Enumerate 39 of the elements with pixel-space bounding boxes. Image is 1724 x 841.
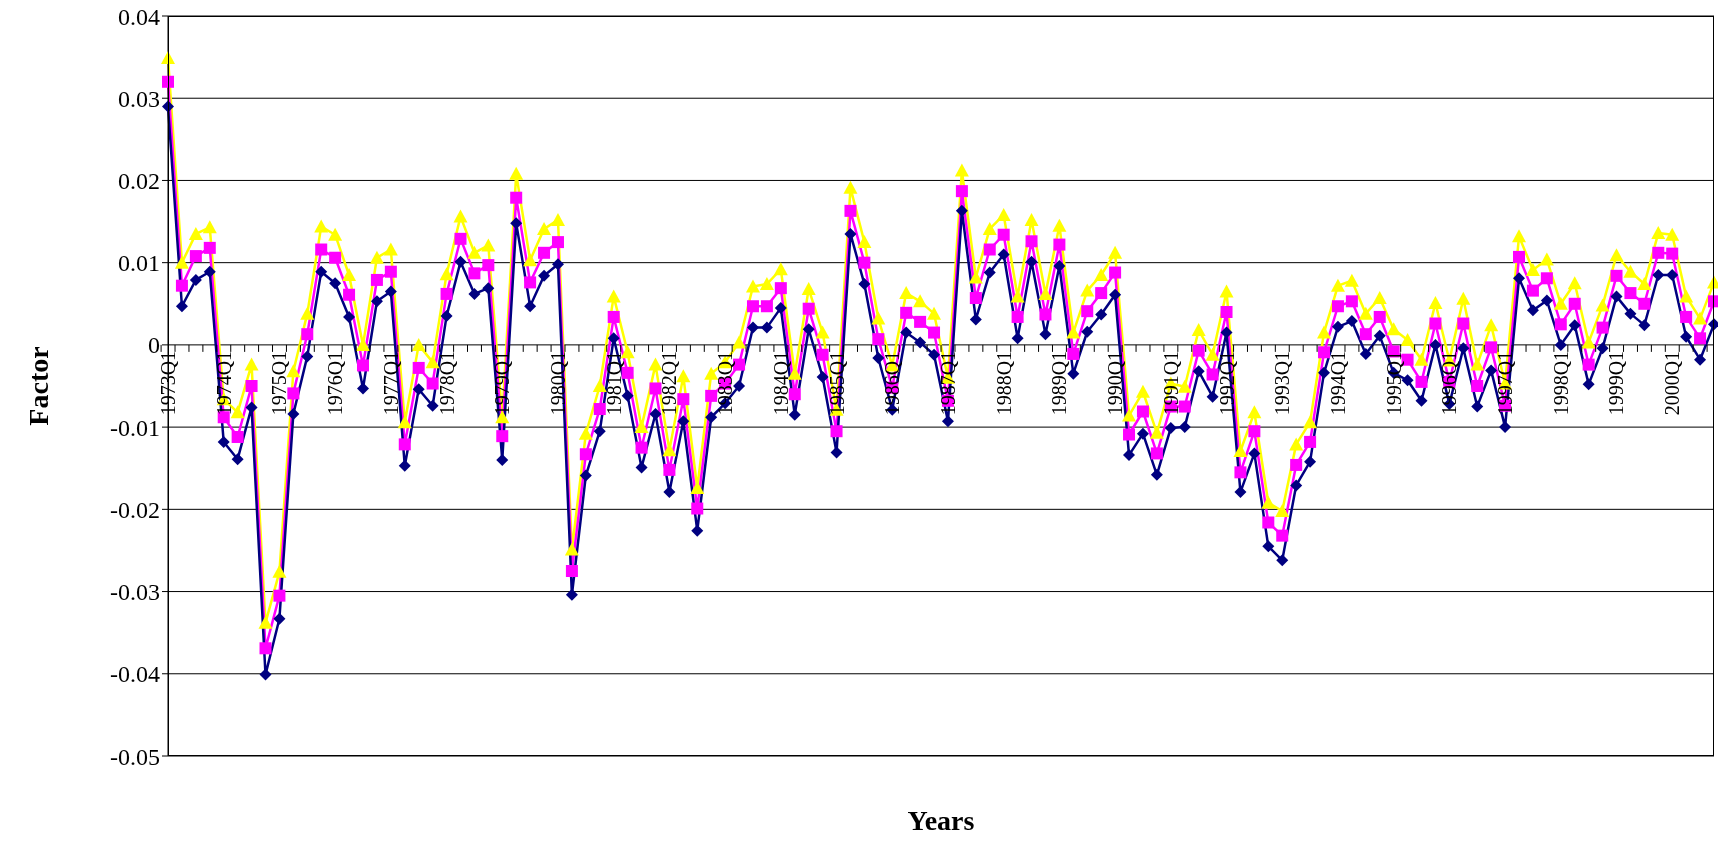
x-tick-label: 1983Q1 [714,350,737,416]
y-tick-label: 0.02 [118,167,160,194]
x-tick-label: 2000Q1 [1661,350,1684,416]
y-tick-label: 0.01 [118,250,160,277]
y-tick-label: -0.05 [110,743,160,770]
x-tick-label: 1995Q1 [1382,350,1405,416]
x-tick-label: 1977Q1 [379,350,402,416]
y-tick-label: -0.04 [110,661,160,688]
y-tick-label: 0 [148,332,160,359]
x-tick-label: 1986Q1 [881,350,904,416]
x-tick-label: 1989Q1 [1048,350,1071,416]
x-tick-label: 1988Q1 [992,350,1015,416]
x-tick-label: 1976Q1 [324,350,347,416]
y-tick-label: -0.02 [110,496,160,523]
y-axis-title: Factor [22,346,54,426]
x-tick-label: 1997Q1 [1494,350,1517,416]
x-tick-label: 1987Q1 [936,350,959,416]
x-tick-label: 1984Q1 [769,350,792,416]
x-tick-label: 1981Q1 [602,350,625,416]
y-tick-label: 0.03 [118,85,160,112]
x-tick-label: 1985Q1 [825,350,848,416]
x-tick-label: 1999Q1 [1605,350,1628,416]
x-tick-label: 1980Q1 [546,350,569,416]
x-tick-label: 1992Q1 [1215,350,1238,416]
x-tick-label: 1978Q1 [435,350,458,416]
y-tick-label: 0.04 [118,3,160,30]
x-tick-label: 1996Q1 [1438,350,1461,416]
x-tick-label: 1994Q1 [1326,350,1349,416]
x-axis-title: Years [907,805,975,836]
x-tick-label: 1993Q1 [1271,350,1294,416]
x-tick-label: 1975Q1 [268,350,291,416]
x-tick-label: 1974Q1 [212,350,235,416]
x-tick-label: 1998Q1 [1549,350,1572,416]
y-tick-label: -0.01 [110,414,160,441]
x-tick-label: 1982Q1 [658,350,681,416]
x-tick-label: 1979Q1 [491,350,514,416]
x-tick-label: 1990Q1 [1104,350,1127,416]
x-tick-label: 1991Q1 [1159,350,1182,416]
y-tick-label: -0.03 [110,579,160,606]
